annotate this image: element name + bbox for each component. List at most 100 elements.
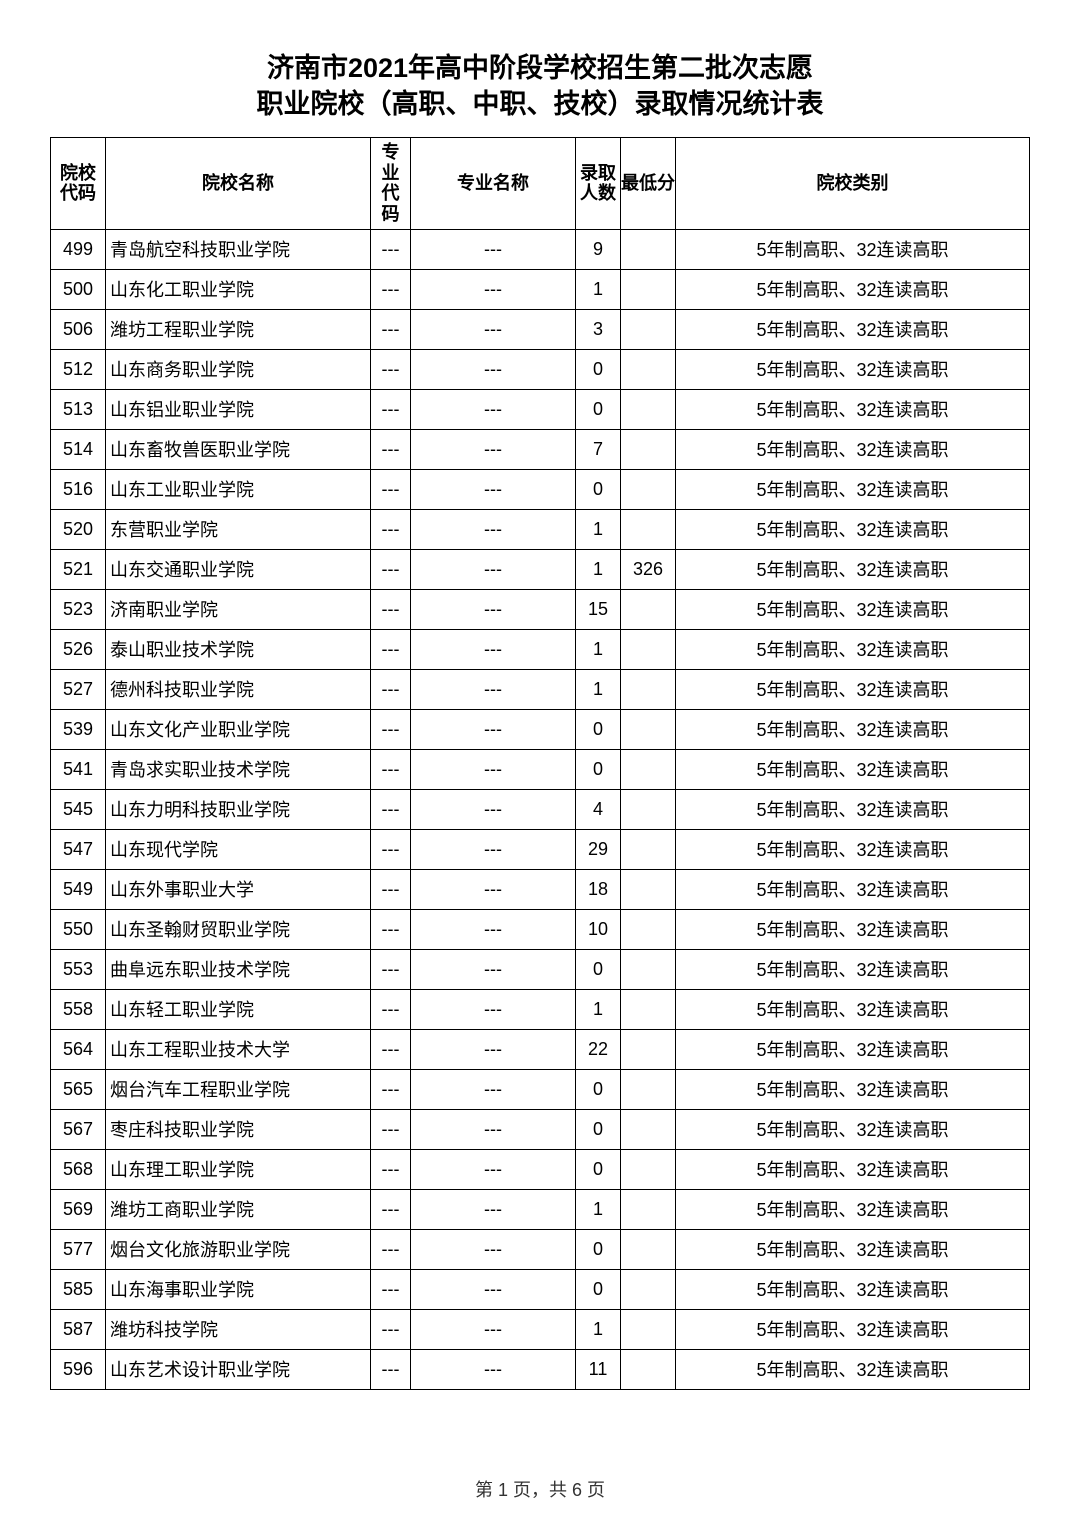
cell-school-name: 山东文化产业职业学院 <box>106 709 371 749</box>
cell-major-code: --- <box>371 1189 411 1229</box>
cell-school-code: 513 <box>51 389 106 429</box>
title-line-2: 职业院校（高职、中职、技校）录取情况统计表 <box>50 86 1030 122</box>
cell-school-name: 山东交通职业学院 <box>106 549 371 589</box>
cell-school-code: 558 <box>51 989 106 1029</box>
cell-school-name: 山东外事职业大学 <box>106 869 371 909</box>
table-row: 547山东现代学院------295年制高职、32连读高职 <box>51 829 1030 869</box>
cell-min-score <box>621 469 676 509</box>
table-row: 512山东商务职业学院------05年制高职、32连读高职 <box>51 349 1030 389</box>
cell-major-name: --- <box>411 229 576 269</box>
header-major-name: 专业名称 <box>411 137 576 229</box>
table-row: 564山东工程职业技术大学------225年制高职、32连读高职 <box>51 1029 1030 1069</box>
cell-major-name: --- <box>411 869 576 909</box>
cell-admit-count: 0 <box>576 709 621 749</box>
table-row: 516山东工业职业学院------05年制高职、32连读高职 <box>51 469 1030 509</box>
cell-admit-count: 1 <box>576 629 621 669</box>
cell-school-code: 585 <box>51 1269 106 1309</box>
cell-min-score <box>621 669 676 709</box>
cell-school-name: 泰山职业技术学院 <box>106 629 371 669</box>
cell-school-name: 东营职业学院 <box>106 509 371 549</box>
cell-major-code: --- <box>371 589 411 629</box>
cell-category: 5年制高职、32连读高职 <box>676 1269 1030 1309</box>
cell-category: 5年制高职、32连读高职 <box>676 669 1030 709</box>
cell-major-code: --- <box>371 1029 411 1069</box>
cell-major-name: --- <box>411 1229 576 1269</box>
table-row: 577烟台文化旅游职业学院------05年制高职、32连读高职 <box>51 1229 1030 1269</box>
cell-category: 5年制高职、32连读高职 <box>676 509 1030 549</box>
cell-major-code: --- <box>371 1309 411 1349</box>
cell-school-name: 山东圣翰财贸职业学院 <box>106 909 371 949</box>
header-major-code: 专业代码 <box>371 137 411 229</box>
cell-admit-count: 3 <box>576 309 621 349</box>
cell-admit-count: 1 <box>576 1309 621 1349</box>
cell-school-code: 527 <box>51 669 106 709</box>
cell-major-code: --- <box>371 629 411 669</box>
cell-major-name: --- <box>411 1349 576 1389</box>
cell-school-name: 山东工业职业学院 <box>106 469 371 509</box>
cell-category: 5年制高职、32连读高职 <box>676 949 1030 989</box>
cell-admit-count: 1 <box>576 669 621 709</box>
cell-major-name: --- <box>411 549 576 589</box>
cell-major-name: --- <box>411 1029 576 1069</box>
cell-major-name: --- <box>411 989 576 1029</box>
header-category: 院校类别 <box>676 137 1030 229</box>
cell-major-code: --- <box>371 669 411 709</box>
cell-school-name: 山东理工职业学院 <box>106 1149 371 1189</box>
cell-category: 5年制高职、32连读高职 <box>676 589 1030 629</box>
cell-min-score <box>621 869 676 909</box>
cell-min-score <box>621 1029 676 1069</box>
cell-school-name: 枣庄科技职业学院 <box>106 1109 371 1149</box>
cell-major-name: --- <box>411 829 576 869</box>
cell-major-code: --- <box>371 1349 411 1389</box>
cell-category: 5年制高职、32连读高职 <box>676 989 1030 1029</box>
cell-school-code: 547 <box>51 829 106 869</box>
cell-major-code: --- <box>371 829 411 869</box>
cell-major-code: --- <box>371 989 411 1029</box>
cell-category: 5年制高职、32连读高职 <box>676 229 1030 269</box>
cell-admit-count: 18 <box>576 869 621 909</box>
cell-category: 5年制高职、32连读高职 <box>676 629 1030 669</box>
cell-category: 5年制高职、32连读高职 <box>676 789 1030 829</box>
cell-school-code: 499 <box>51 229 106 269</box>
table-row: 550山东圣翰财贸职业学院------105年制高职、32连读高职 <box>51 909 1030 949</box>
cell-school-code: 564 <box>51 1029 106 1069</box>
cell-school-name: 山东工程职业技术大学 <box>106 1029 371 1069</box>
cell-school-code: 512 <box>51 349 106 389</box>
cell-category: 5年制高职、32连读高职 <box>676 1149 1030 1189</box>
table-row: 553曲阜远东职业技术学院------05年制高职、32连读高职 <box>51 949 1030 989</box>
cell-category: 5年制高职、32连读高职 <box>676 829 1030 869</box>
cell-admit-count: 0 <box>576 469 621 509</box>
cell-school-code: 587 <box>51 1309 106 1349</box>
cell-major-code: --- <box>371 869 411 909</box>
cell-major-name: --- <box>411 909 576 949</box>
cell-school-code: 577 <box>51 1229 106 1269</box>
cell-major-name: --- <box>411 469 576 509</box>
cell-major-name: --- <box>411 749 576 789</box>
cell-major-name: --- <box>411 709 576 749</box>
cell-major-name: --- <box>411 1309 576 1349</box>
cell-min-score <box>621 629 676 669</box>
table-row: 514山东畜牧兽医职业学院------75年制高职、32连读高职 <box>51 429 1030 469</box>
cell-min-score <box>621 229 676 269</box>
cell-major-code: --- <box>371 1269 411 1309</box>
cell-major-name: --- <box>411 1149 576 1189</box>
table-row: 500山东化工职业学院------15年制高职、32连读高职 <box>51 269 1030 309</box>
cell-category: 5年制高职、32连读高职 <box>676 1189 1030 1229</box>
cell-admit-count: 1 <box>576 989 621 1029</box>
header-school-code: 院校代码 <box>51 137 106 229</box>
table-row: 539山东文化产业职业学院------05年制高职、32连读高职 <box>51 709 1030 749</box>
cell-admit-count: 1 <box>576 509 621 549</box>
cell-min-score: 326 <box>621 549 676 589</box>
cell-school-name: 山东海事职业学院 <box>106 1269 371 1309</box>
cell-category: 5年制高职、32连读高职 <box>676 1309 1030 1349</box>
cell-admit-count: 10 <box>576 909 621 949</box>
cell-admit-count: 0 <box>576 949 621 989</box>
table-header-row: 院校代码 院校名称 专业代码 专业名称 录取人数 最低分 院校类别 <box>51 137 1030 229</box>
table-row: 506潍坊工程职业学院------35年制高职、32连读高职 <box>51 309 1030 349</box>
cell-school-name: 济南职业学院 <box>106 589 371 629</box>
cell-school-name: 山东艺术设计职业学院 <box>106 1349 371 1389</box>
cell-school-code: 541 <box>51 749 106 789</box>
cell-major-code: --- <box>371 949 411 989</box>
cell-min-score <box>621 1229 676 1269</box>
cell-min-score <box>621 429 676 469</box>
